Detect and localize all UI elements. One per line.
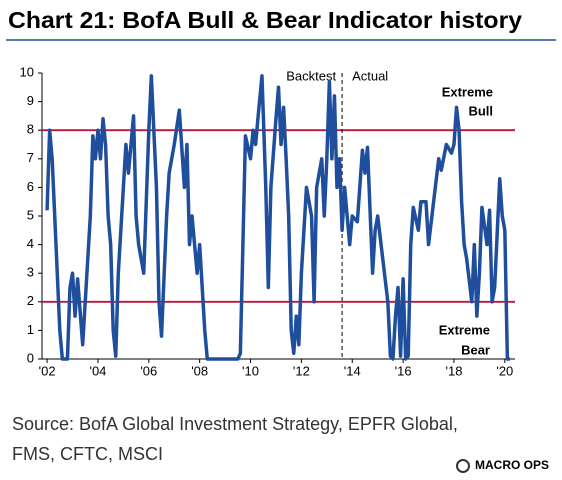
y-tick-label: 1 (27, 322, 34, 337)
x-tick-label: '02 (39, 363, 56, 378)
source-line: FMS, CFTC, MSCI (12, 444, 163, 464)
x-tick-label: '12 (293, 363, 310, 378)
annotation: Bear (461, 342, 490, 357)
y-tick-label: 5 (27, 207, 34, 222)
x-tick-label: '10 (242, 363, 259, 378)
y-tick-label: 8 (27, 122, 34, 137)
annotation: Extreme (439, 322, 490, 337)
indicator-line (45, 74, 510, 361)
logo-icon (456, 459, 470, 473)
annotation: Extreme (442, 84, 493, 99)
x-tick-label: '08 (191, 363, 208, 378)
y-tick-label: 6 (27, 179, 34, 194)
x-tick-label: '20 (496, 363, 513, 378)
y-tick-label: 7 (27, 150, 34, 165)
y-tick-label: 0 (27, 350, 34, 365)
y-tick-label: 4 (27, 236, 34, 251)
chart-title: Chart 21: BofA Bull & Bear Indicator his… (8, 7, 522, 33)
x-tick-label: '14 (344, 363, 361, 378)
y-tick-label: 9 (27, 93, 34, 108)
x-tick-label: '18 (445, 363, 462, 378)
x-tick-label: '06 (140, 363, 157, 378)
annotation: Actual (352, 68, 388, 83)
annotation: Backtest (286, 68, 336, 83)
x-tick-label: '16 (395, 363, 412, 378)
y-tick-label: 2 (27, 293, 34, 308)
source-line: Source: BofA Global Investment Strategy,… (12, 414, 458, 434)
annotation: Bull (468, 103, 493, 118)
y-tick-label: 10 (20, 64, 34, 79)
logo: MACRO OPS (475, 458, 549, 472)
x-tick-label: '04 (89, 363, 106, 378)
y-tick-label: 3 (27, 265, 34, 280)
